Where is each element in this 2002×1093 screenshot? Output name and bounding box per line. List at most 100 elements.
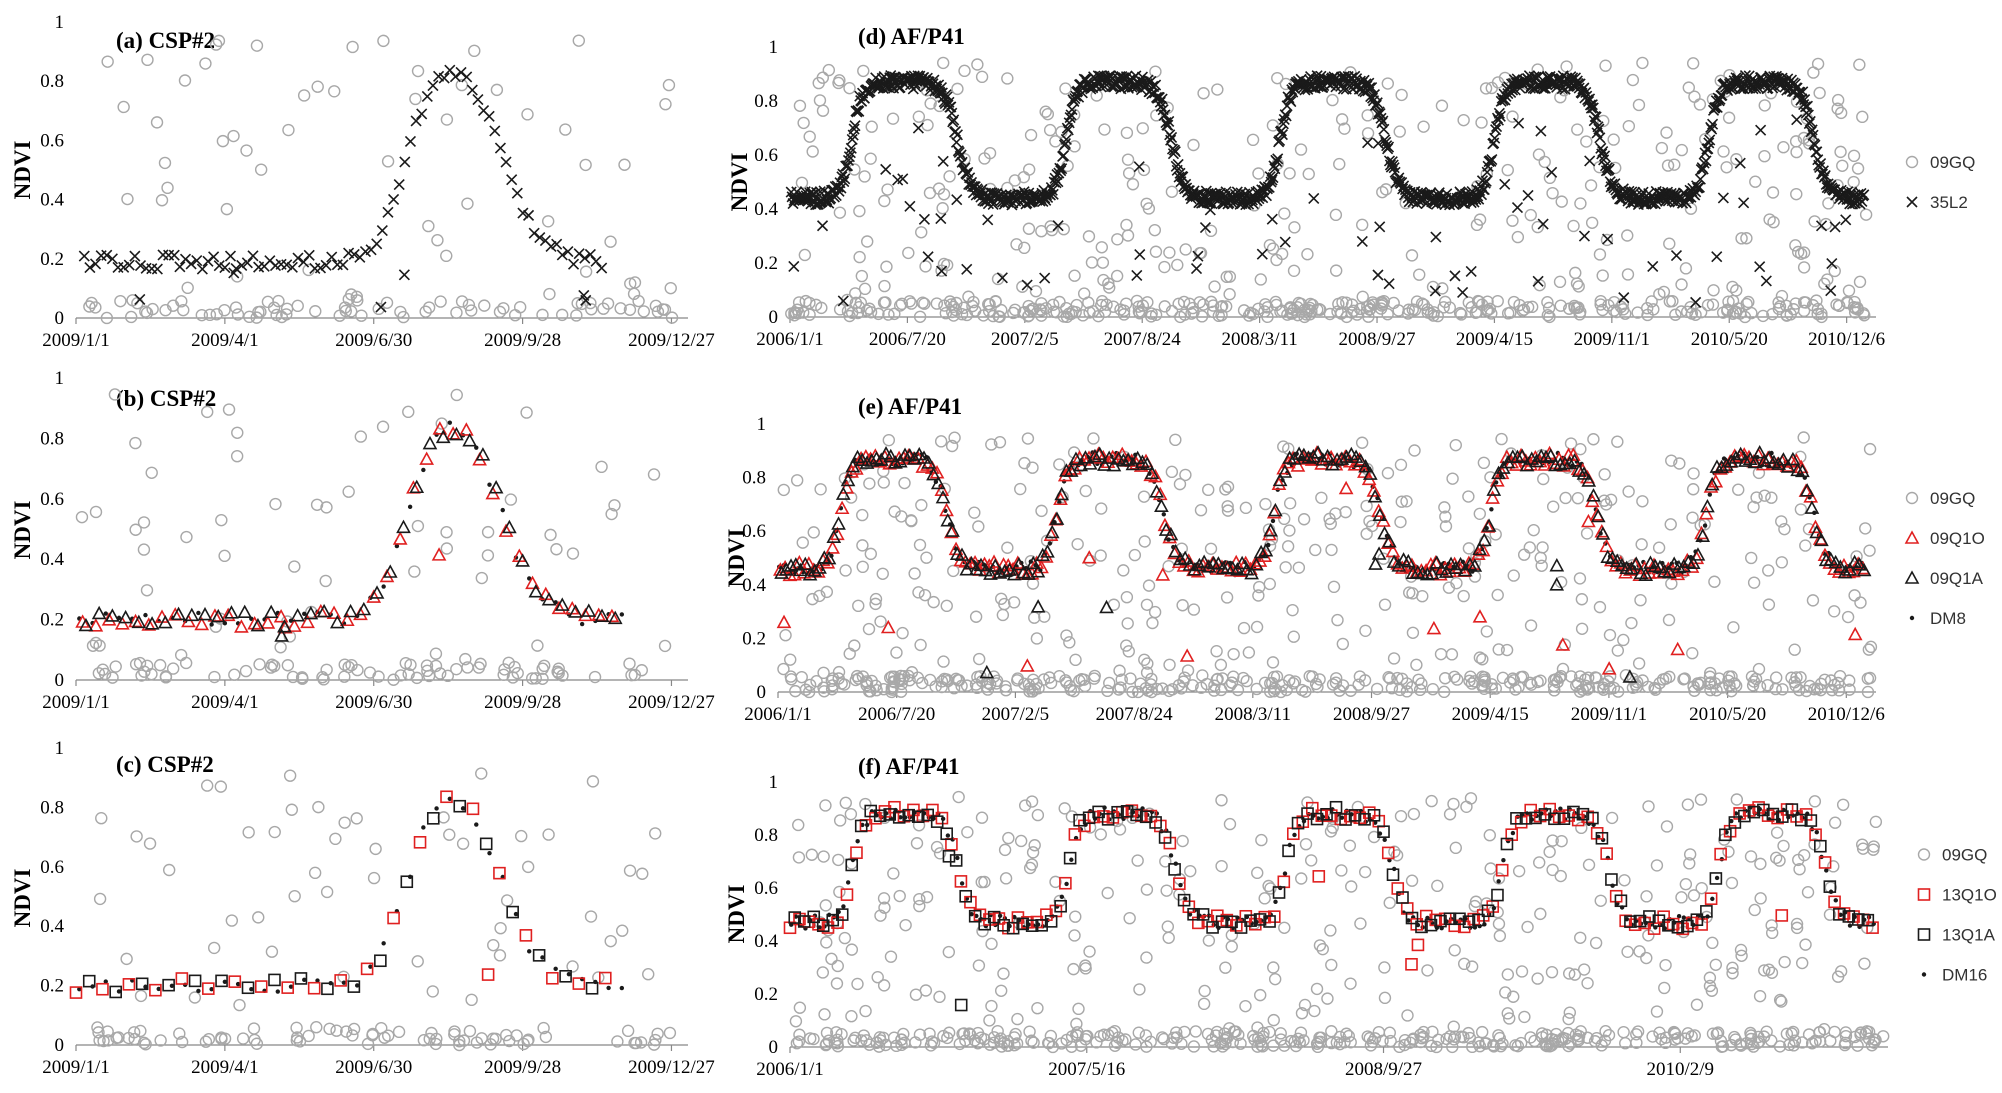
data-point <box>1568 301 1581 315</box>
data-point <box>802 567 818 581</box>
data-point <box>907 451 922 465</box>
data-point <box>1762 598 1776 611</box>
data-point <box>1302 167 1315 181</box>
data-point <box>1161 512 1166 517</box>
data-point <box>296 672 309 685</box>
data-point <box>1757 453 1772 467</box>
data-point <box>411 955 424 968</box>
data-point <box>1501 858 1506 863</box>
data-point <box>819 799 832 812</box>
data-point <box>970 681 984 695</box>
data-point <box>1789 297 1802 310</box>
data-point <box>1320 448 1335 463</box>
data-point <box>122 978 136 991</box>
data-point <box>912 122 924 134</box>
data-point <box>1108 1024 1122 1038</box>
data-point <box>481 525 495 539</box>
data-point <box>1250 620 1264 634</box>
data-point <box>1570 679 1583 692</box>
data-point <box>129 436 142 450</box>
data-point <box>882 308 895 321</box>
data-point <box>961 263 973 275</box>
data-point <box>435 417 448 430</box>
data-point <box>1021 279 1033 291</box>
data-point <box>1335 864 1348 877</box>
data-point <box>1035 504 1048 518</box>
data-point <box>1801 886 1815 899</box>
data-point <box>1163 115 1175 128</box>
data-point <box>1099 599 1114 614</box>
data-point <box>1581 513 1596 528</box>
data-point <box>659 98 672 111</box>
data-point <box>1479 82 1493 95</box>
data-point <box>534 232 546 244</box>
y-tick-label: 0.8 <box>754 825 778 846</box>
data-point <box>303 249 315 261</box>
data-point <box>1256 248 1268 260</box>
data-point <box>1025 1034 1038 1047</box>
data-point <box>1548 684 1561 697</box>
data-point <box>1626 73 1640 87</box>
data-point <box>663 1026 677 1040</box>
data-point <box>360 962 374 976</box>
data-point <box>413 835 427 849</box>
data-point <box>1039 272 1051 284</box>
data-point <box>792 818 805 832</box>
data-point <box>1425 1039 1438 1053</box>
data-point <box>1546 166 1558 178</box>
data-point <box>1702 523 1708 528</box>
data-point <box>1630 1028 1643 1041</box>
data-point <box>532 949 546 962</box>
data-point <box>1165 465 1179 479</box>
data-point <box>281 981 295 994</box>
y-tick-label: 0.8 <box>754 91 778 112</box>
data-point <box>1725 876 1739 890</box>
data-point <box>1567 453 1582 467</box>
data-point <box>1342 1029 1355 1043</box>
data-point <box>134 260 147 272</box>
data-point <box>1663 237 1676 250</box>
data-point <box>1862 643 1876 656</box>
data-point <box>209 987 214 992</box>
x-tick-label: 2009/11/1 <box>1574 329 1650 350</box>
data-point <box>886 112 900 125</box>
data-point <box>1675 278 1688 291</box>
data-point <box>570 309 583 322</box>
data-point <box>429 1037 443 1051</box>
data-point <box>1060 676 1073 689</box>
data-point <box>1368 89 1381 101</box>
data-point <box>916 450 932 464</box>
data-point <box>89 258 102 270</box>
data-point <box>1262 879 1275 893</box>
data-point <box>1765 491 1778 504</box>
data-point <box>1601 661 1617 675</box>
data-point <box>440 790 453 804</box>
data-point <box>788 260 800 273</box>
data-point <box>1313 939 1327 952</box>
data-point <box>831 959 844 973</box>
data-point <box>1281 540 1295 553</box>
data-point <box>1860 1025 1874 1038</box>
data-point <box>596 262 608 274</box>
data-point <box>1834 145 1847 159</box>
data-point <box>1691 677 1704 690</box>
data-point <box>1491 588 1504 602</box>
data-point <box>1834 965 1848 978</box>
data-point <box>1113 664 1126 677</box>
data-point <box>1811 682 1824 696</box>
data-point <box>987 558 1003 572</box>
data-point <box>1136 299 1150 312</box>
data-point <box>1621 268 1635 281</box>
data-point <box>879 1038 892 1052</box>
data-point <box>487 482 492 487</box>
data-point <box>969 610 983 623</box>
data-point <box>75 510 89 524</box>
data-point <box>1083 306 1096 319</box>
data-point <box>611 1035 624 1048</box>
data-point <box>1499 94 1511 106</box>
data-point <box>1665 454 1678 467</box>
data-point <box>1738 453 1753 467</box>
data-point <box>1443 301 1456 314</box>
data-point <box>1790 921 1804 935</box>
data-point <box>789 1015 803 1028</box>
